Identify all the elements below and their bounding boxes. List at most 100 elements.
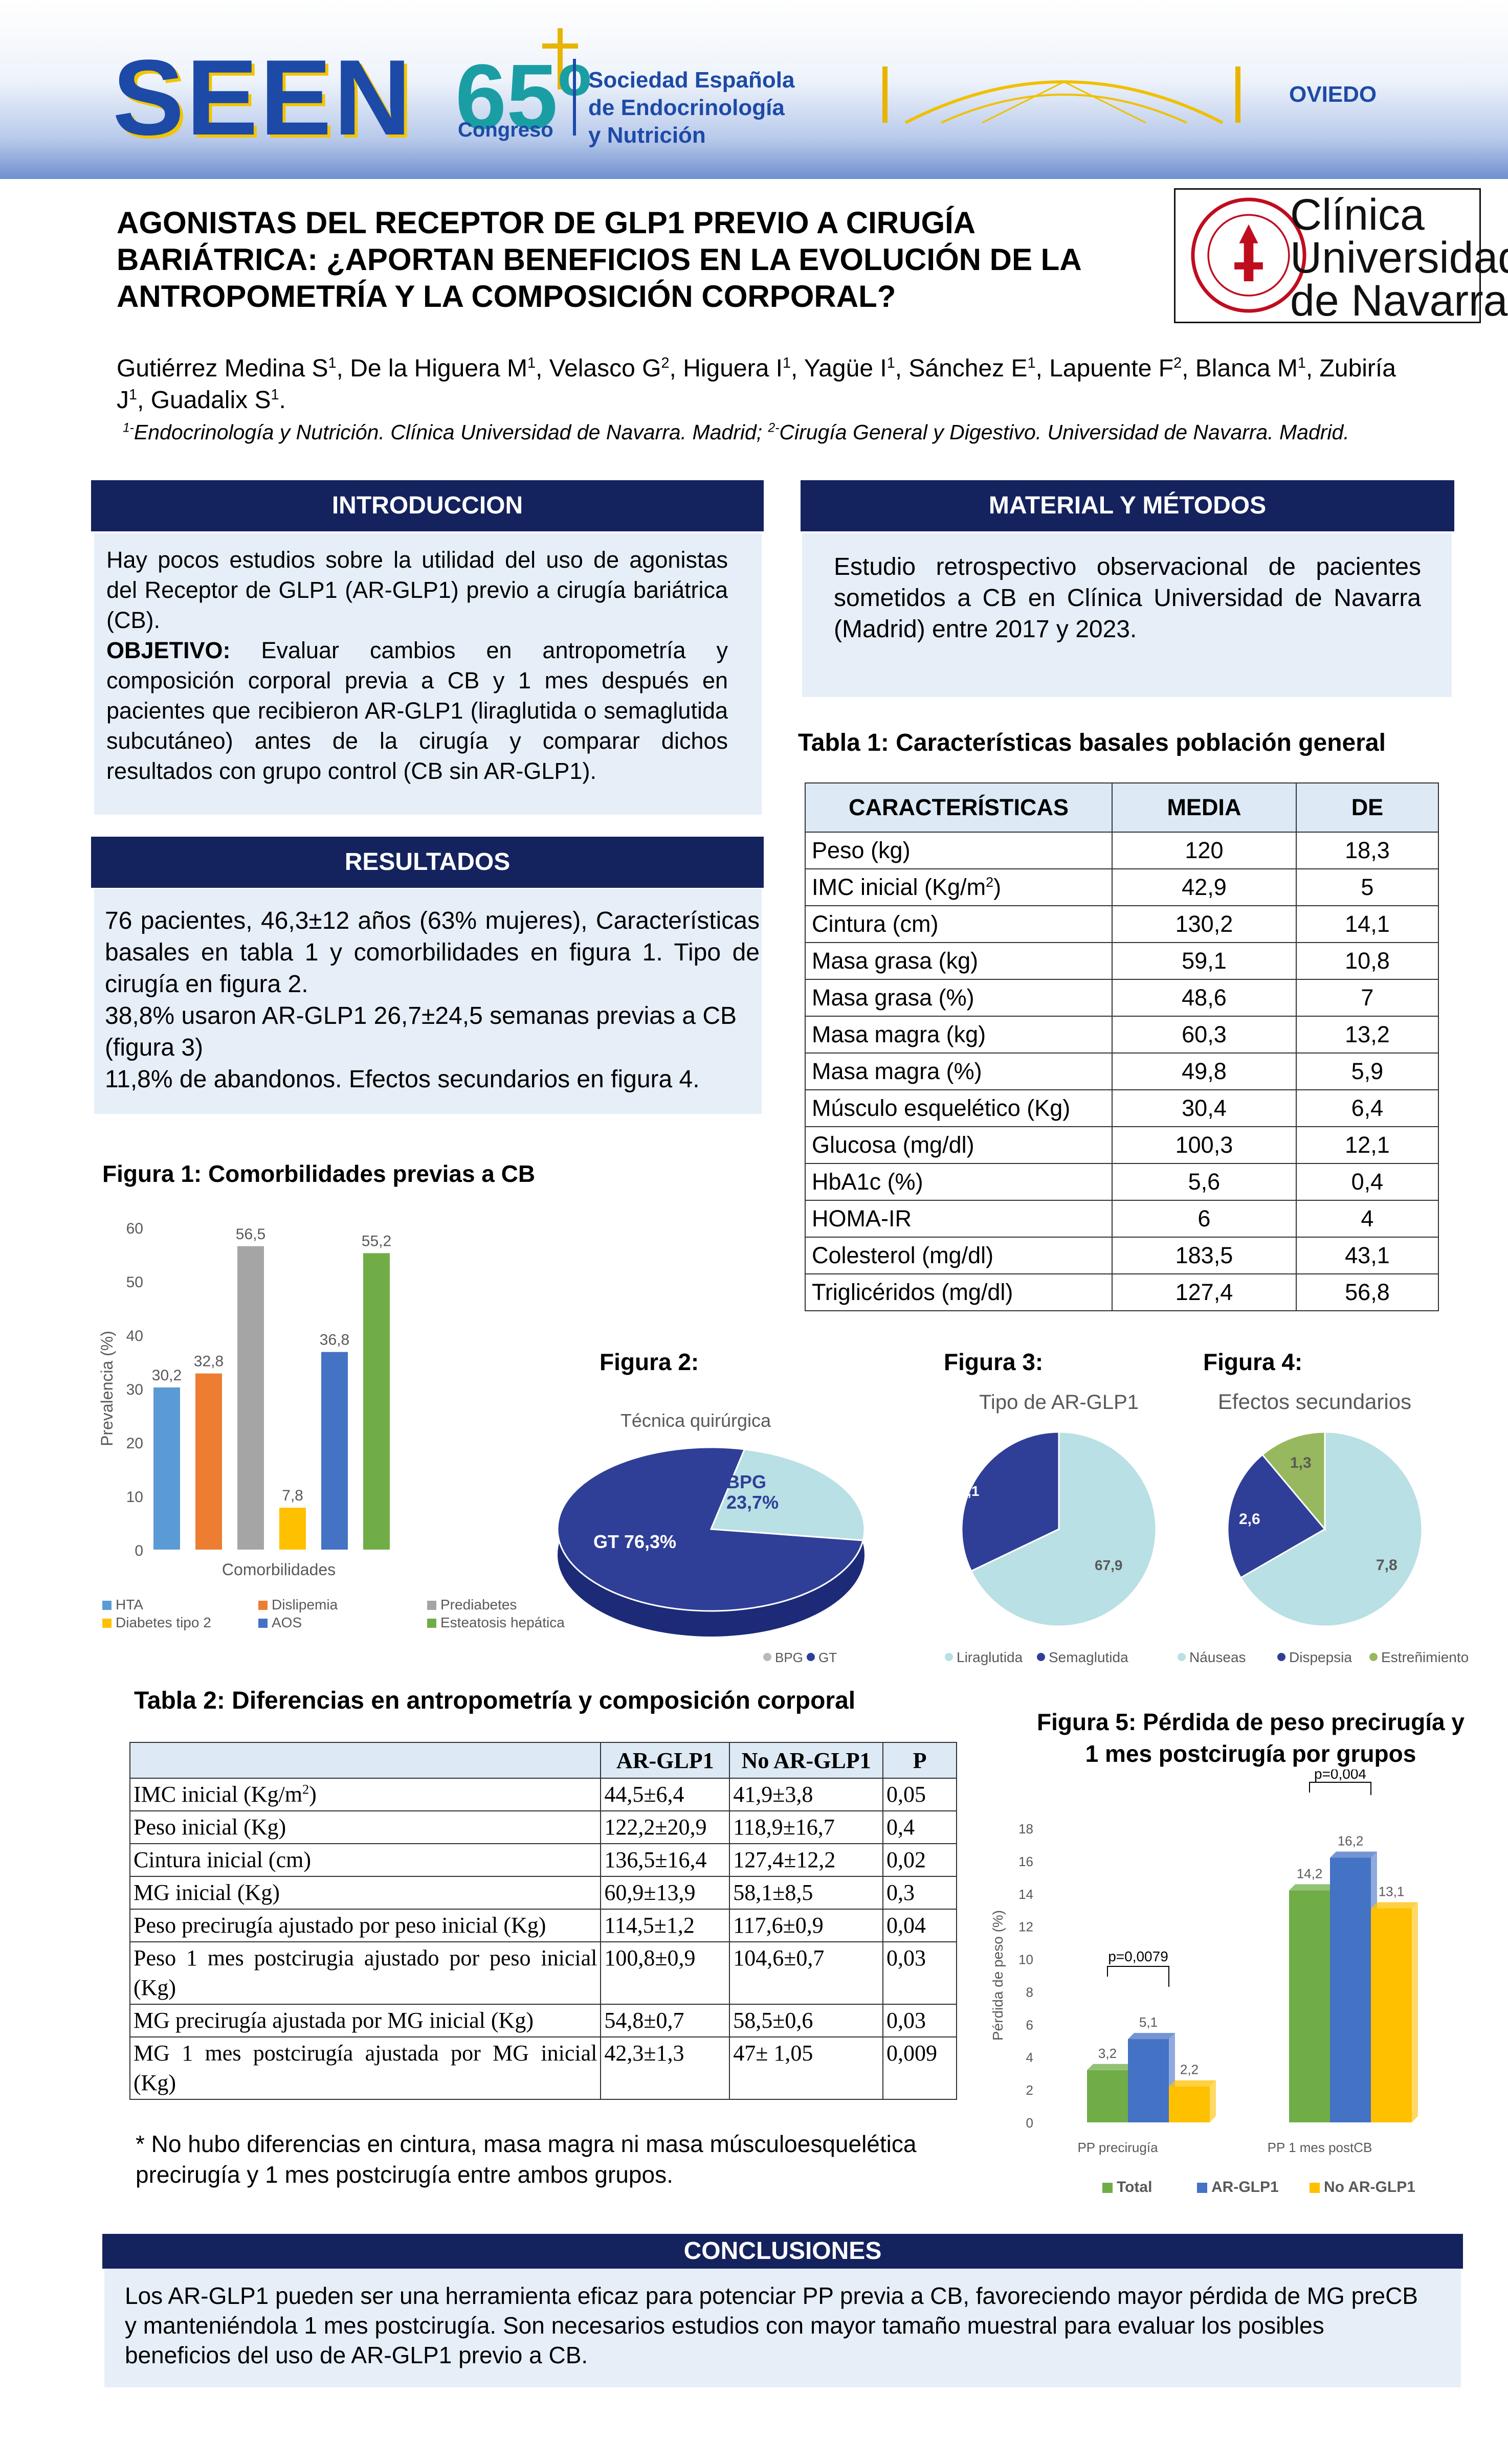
bar-top bbox=[1087, 2064, 1134, 2070]
table-cell: Peso inicial (Kg) bbox=[129, 1810, 602, 1844]
table-cell: 183,5 bbox=[1112, 1237, 1297, 1274]
legend-swatch bbox=[807, 1653, 815, 1661]
cun-wordmark: Clínica Universidad de Navarra bbox=[1290, 190, 1508, 325]
legend-swatch bbox=[1277, 1653, 1285, 1661]
legend-swatch bbox=[763, 1653, 771, 1661]
table-cell: 58,1±8,5 bbox=[729, 1876, 884, 1910]
table-cell: Peso (kg) bbox=[805, 832, 1113, 869]
conclusiones-heading: CONCLUSIONES bbox=[102, 2234, 1463, 2269]
legend-swatch bbox=[1310, 2183, 1320, 2193]
table-row: Peso 1 mes postcirugia ajustado por peso… bbox=[129, 1941, 957, 2005]
figura2-caption: Figura 2: bbox=[600, 1349, 699, 1375]
table-row: HbA1c (%) 5,6 0,4 bbox=[805, 1163, 1439, 1201]
figura4-caption: Figura 4: bbox=[1203, 1349, 1303, 1375]
y-tick-label: 50 bbox=[126, 1274, 143, 1291]
table-cell: HbA1c (%) bbox=[805, 1163, 1113, 1201]
table-cell: 127,4±12,2 bbox=[729, 1843, 884, 1877]
table-cell: 5,9 bbox=[1295, 1052, 1439, 1090]
data-label: 23,7% bbox=[726, 1492, 779, 1513]
table-cell: Glucosa (mg/dl) bbox=[805, 1126, 1113, 1164]
tabla1-header: MEDIA bbox=[1112, 782, 1297, 833]
figura5-chart: 0 2 4 6 8 10 12 14 16 18 Pérdida de peso (%) 3,2 14,… bbox=[992, 1769, 1418, 2196]
legend-label: Dislipemia bbox=[272, 1597, 338, 1612]
table-row: IMC inicial (Kg/m2) 44,5±6,4 41,9±3,8 0,05 bbox=[129, 1778, 957, 1811]
title-line-1: AGONISTAS DEL RECEPTOR DE GLP1 PREVIO A … bbox=[117, 206, 976, 240]
table-row: Músculo esquelético (Kg) 30,4 6,4 bbox=[805, 1089, 1439, 1127]
y-tick-label: 16 bbox=[1018, 1854, 1033, 1869]
society-line-3: y Nutrición bbox=[588, 123, 706, 148]
cun-line-1: Clínica bbox=[1290, 190, 1425, 239]
table-row: IMC inicial (Kg/m2) 42,9 5 bbox=[805, 868, 1439, 906]
conclusiones-box bbox=[104, 2269, 1461, 2387]
paren: ) bbox=[309, 1782, 317, 1807]
resultados-heading: RESULTADOS bbox=[91, 837, 764, 888]
table-row: Peso inicial (Kg) 122,2±20,9 118,9±16,7 0,4 bbox=[129, 1810, 957, 1844]
pie-slice bbox=[970, 1431, 1157, 1627]
legend-swatch bbox=[102, 1601, 112, 1610]
cun-line-3: de Navarra bbox=[1290, 276, 1508, 325]
conclusiones-text: Los AR-GLP1 pueden ser una herramienta e… bbox=[125, 2282, 1418, 2368]
legend-label: AOS bbox=[272, 1615, 302, 1630]
superscript: 2 bbox=[986, 875, 994, 890]
tabla1: CARACTERÍSTICAS MEDIA DE Peso (kg) 120 18,3 I… bbox=[805, 782, 1439, 1311]
y-tick-label: 10 bbox=[126, 1489, 143, 1506]
table-cell: 0,04 bbox=[882, 1909, 957, 1942]
bar-esteatosis-hepática bbox=[363, 1253, 390, 1550]
bar-no-ar-glp1 bbox=[1169, 2086, 1210, 2122]
table-cell: 0,02 bbox=[882, 1843, 957, 1877]
congress-cross-arm-icon bbox=[542, 43, 578, 49]
authors: Gutiérrez Medina S1, De la Higuera M1, V… bbox=[117, 355, 1396, 414]
tabla2-caption: Tabla 2: Diferencias en antropometría y … bbox=[134, 1687, 856, 1714]
table-row: HOMA-IR 6 4 bbox=[805, 1200, 1439, 1238]
data-label: BPG bbox=[726, 1471, 766, 1492]
introduccion-text: Hay pocos estudios sobre la utilidad del… bbox=[106, 545, 728, 786]
table-cell: 130,2 bbox=[1112, 905, 1297, 943]
bar-diabetes-tipo-2 bbox=[279, 1508, 306, 1550]
pie-slice bbox=[709, 1448, 866, 1541]
table-row: Masa magra (kg) 60,3 13,2 bbox=[805, 1016, 1439, 1054]
p-value: p=0,0079 bbox=[1108, 1948, 1168, 1964]
tabla2-footnote: * No hubo diferencias en cintura, masa m… bbox=[136, 2131, 917, 2188]
resultados-line-2: 38,8% usaron AR-GLP1 26,7±24,5 semanas p… bbox=[105, 1002, 737, 1061]
tabla1-header: DE bbox=[1295, 782, 1439, 833]
y-tick-label: 0 bbox=[1026, 2115, 1033, 2131]
seen-logo: SEEN bbox=[113, 37, 413, 158]
legend-swatch bbox=[102, 1619, 112, 1628]
header-banner bbox=[0, 0, 1508, 179]
congress-word: Congreso bbox=[458, 119, 553, 141]
table-row: Masa magra (%) 49,8 5,9 bbox=[805, 1052, 1439, 1090]
table-row: Masa grasa (%) 48,6 7 bbox=[805, 979, 1439, 1017]
bar-aos bbox=[321, 1352, 348, 1550]
tabla1-caption: Tabla 1: Características basales poblaci… bbox=[798, 729, 1386, 756]
bar-prediabetes bbox=[237, 1246, 264, 1550]
y-tick-label: 40 bbox=[126, 1328, 143, 1345]
table-cell: 0,03 bbox=[882, 1941, 957, 2005]
table-cell: 4 bbox=[1295, 1200, 1439, 1238]
data-label: 56,5 bbox=[236, 1226, 265, 1243]
title-line-2: BARIÁTRICA: ¿APORTAN BENEFICIOS EN LA EV… bbox=[117, 242, 1082, 277]
paren: ) bbox=[993, 874, 1002, 900]
table-cell: 0,3 bbox=[882, 1876, 957, 1910]
tabla2-header: No AR-GLP1 bbox=[729, 1742, 884, 1779]
congress-cross-icon bbox=[558, 28, 563, 89]
table-cell: 122,2±20,9 bbox=[600, 1810, 730, 1844]
table-cell: 127,4 bbox=[1112, 1273, 1297, 1311]
figura4-chart: Efectos secundarios 7,8 2,6 1,3 Náuseas Dispe… bbox=[1178, 1390, 1469, 1665]
y-tick-label: 18 bbox=[1018, 1821, 1033, 1836]
table-cell: 10,8 bbox=[1295, 942, 1439, 980]
y-tick-label: 10 bbox=[1018, 1952, 1033, 1967]
table-cell: 49,8 bbox=[1112, 1052, 1297, 1090]
introduccion-heading: INTRODUCCION bbox=[91, 480, 764, 531]
data-label: 7,8 bbox=[1376, 1557, 1398, 1574]
legend-swatch bbox=[945, 1653, 953, 1661]
y-tick-label: 14 bbox=[1018, 1887, 1033, 1902]
pie-slice bbox=[1227, 1453, 1326, 1579]
figura1-caption: Figura 1: Comorbilidades previas a CB bbox=[102, 1160, 536, 1187]
table-cell: MG 1 mes postcirugía ajustada por MG ini… bbox=[129, 2036, 602, 2100]
table-row: Triglicéridos (mg/dl) 127,4 56,8 bbox=[805, 1273, 1439, 1311]
data-label: 30,2 bbox=[152, 1367, 182, 1384]
table-cell: 42,3±1,3 bbox=[600, 2036, 730, 2100]
figura5-caption-2: 1 mes postcirugía por grupos bbox=[1085, 1740, 1416, 1767]
chart-title: Técnica quirúrgica bbox=[620, 1410, 771, 1431]
table-cell: 5,6 bbox=[1112, 1163, 1297, 1201]
